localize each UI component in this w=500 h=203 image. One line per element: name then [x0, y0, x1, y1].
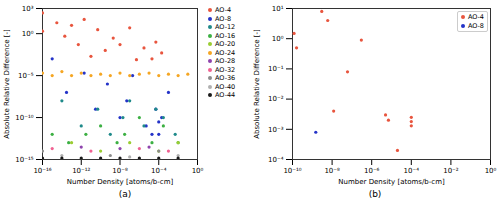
svg-text:10⁻⁴: 10⁻⁴ — [404, 167, 420, 175]
html-text:AO-44: AO-44 — [215, 91, 236, 99]
svg-text:10⁻²: 10⁻² — [443, 167, 459, 175]
svg-text:10⁻¹⁵: 10⁻¹⁵ — [15, 156, 33, 164]
svg-text:10⁰: 10⁰ — [485, 167, 497, 175]
svg-text:10⁻³: 10⁻³ — [268, 126, 284, 134]
svg-text:10⁻¹⁰: 10⁻¹⁰ — [283, 167, 301, 175]
html-text:AO-28: AO-28 — [215, 57, 236, 65]
html-text:(a): (a) — [118, 189, 132, 199]
svg-text:10⁻⁴: 10⁻⁴ — [268, 156, 284, 164]
svg-text:10⁻¹²: 10⁻¹² — [72, 167, 90, 175]
svg-text:10⁻⁶: 10⁻⁶ — [364, 167, 380, 175]
svg-text:Number Density [atoms/b-cm]: Number Density [atoms/b-cm] — [338, 178, 445, 186]
svg-text:10⁻¹: 10⁻¹ — [268, 65, 284, 73]
html-text:AO-4: AO-4 — [467, 13, 484, 21]
html-text:AO-4: AO-4 — [215, 6, 232, 14]
svg-text:10⁰: 10⁰ — [272, 35, 284, 43]
svg-text:10⁻⁴: 10⁻⁴ — [151, 167, 167, 175]
svg-text:10⁻¹⁰: 10⁻¹⁰ — [15, 114, 33, 122]
html-text:AO-40: AO-40 — [215, 82, 236, 91]
html-text:AO-12: AO-12 — [215, 23, 236, 31]
svg-text:10⁻²: 10⁻² — [268, 95, 284, 103]
svg-text:10⁻¹⁶: 10⁻¹⁶ — [33, 167, 51, 175]
html-text:(b): (b) — [368, 189, 382, 199]
html-text:AO-16: AO-16 — [215, 31, 236, 40]
html-text:AO-36: AO-36 — [215, 74, 236, 82]
svg-text:10¹: 10¹ — [272, 5, 284, 13]
svg-text:10⁰: 10⁰ — [22, 30, 34, 38]
svg-text:10³: 10³ — [22, 5, 34, 13]
html-text:AO-8: AO-8 — [215, 14, 232, 23]
svg-text:10⁻⁸: 10⁻⁸ — [112, 167, 128, 175]
html-text:AO-24: AO-24 — [215, 48, 236, 57]
html-text:AO-20: AO-20 — [215, 40, 236, 48]
svg-text:Absolute Relative Difference [: Absolute Relative Difference [-] — [3, 29, 11, 139]
svg-text:Absolute Relative Difference [: Absolute Relative Difference [-] — [253, 29, 261, 139]
html-text:AO-32: AO-32 — [215, 65, 236, 74]
svg-text:10⁻⁵: 10⁻⁵ — [18, 72, 34, 80]
svg-text:Number Density [atoms/b-cm]: Number Density [atoms/b-cm] — [67, 178, 174, 186]
svg-text:10⁰: 10⁰ — [192, 167, 204, 175]
html-text:AO-8: AO-8 — [467, 21, 484, 30]
svg-text:10⁻⁸: 10⁻⁸ — [324, 167, 340, 175]
